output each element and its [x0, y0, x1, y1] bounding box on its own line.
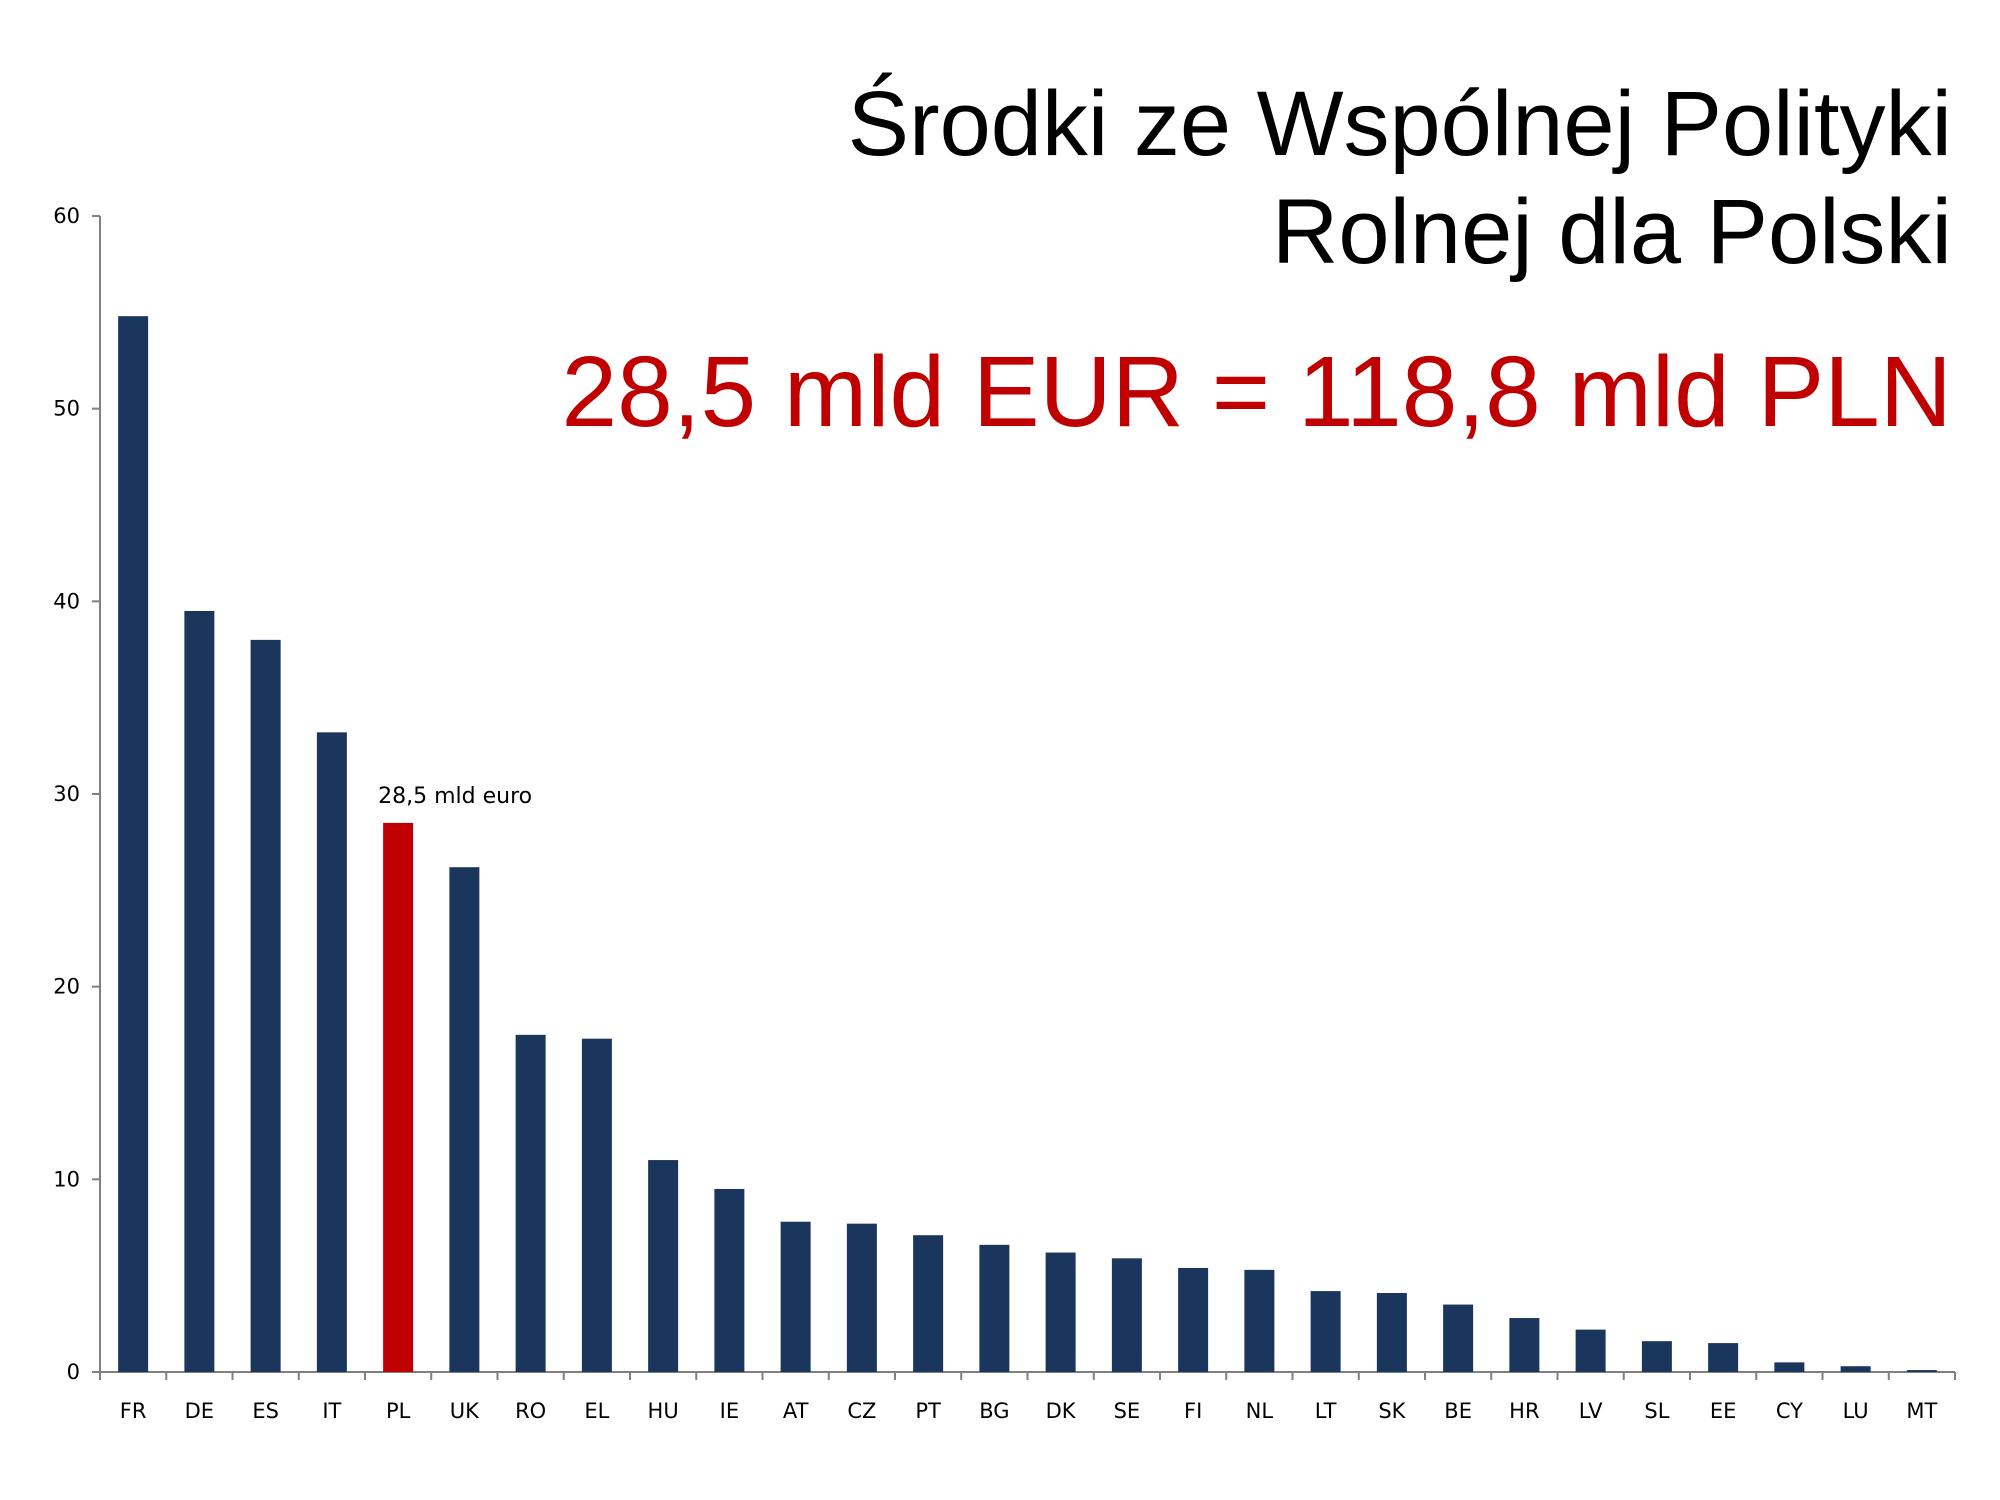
x-tick-label-hr: HR	[1509, 1399, 1539, 1423]
bar-mt	[1906, 1370, 1937, 1372]
category-labels: FR DE ES IT PL UK RO EL HU IE AT CZ PT BG DK SE FI NL LT SK…	[120, 1399, 1938, 1423]
y-axis: 0 10 20 30 40 50 60	[53, 204, 101, 1384]
bar-lv	[1575, 1329, 1606, 1372]
bar-uk	[449, 867, 480, 1372]
bars	[118, 316, 1937, 1373]
bar-fi	[1178, 1267, 1209, 1372]
x-tick-label-fi: FI	[1184, 1399, 1202, 1423]
bar-bg	[979, 1244, 1010, 1372]
bar-ro	[515, 1034, 546, 1372]
bar-sl	[1641, 1341, 1672, 1372]
annotations: 28,5 mld euro	[378, 784, 532, 809]
y-tick-label: 20	[53, 975, 80, 999]
x-tick-label-mt: MT	[1906, 1399, 1937, 1423]
y-tick-label: 0	[67, 1360, 80, 1384]
bar-cy	[1774, 1362, 1805, 1372]
y-tick-label: 10	[53, 1167, 80, 1191]
x-tick-label-cz: CZ	[847, 1399, 876, 1423]
bar-hu	[648, 1160, 679, 1372]
bar-it	[316, 732, 347, 1372]
chart-subtitle: 28,5 mld EUR = 118,8 mld PLN	[561, 336, 1952, 448]
bar-nl	[1244, 1269, 1275, 1372]
x-tick-label-fr: FR	[120, 1399, 147, 1423]
bar-lt	[1310, 1291, 1341, 1372]
x-tick-label-at: AT	[783, 1399, 809, 1423]
bar-dk	[1045, 1252, 1076, 1372]
chart-title: Środki ze Wspólnej Polityki Rolnej dla P…	[848, 70, 1952, 286]
x-tick-label-sl: SL	[1644, 1399, 1669, 1423]
bar-se	[1111, 1258, 1142, 1372]
y-tick-label: 50	[53, 397, 80, 421]
bar-at	[780, 1221, 811, 1372]
bar-de	[184, 610, 215, 1372]
x-tick-label-ro: RO	[515, 1399, 546, 1423]
x-tick-label-pt: PT	[915, 1399, 941, 1423]
x-tick-label-ee: EE	[1710, 1399, 1737, 1423]
x-tick-label-hu: HU	[648, 1399, 679, 1423]
x-tick-label-lu: LU	[1843, 1399, 1869, 1423]
bar-ee	[1708, 1343, 1739, 1372]
title-line-1: Środki ze Wspólnej Polityki	[847, 73, 1952, 175]
x-tick-label-bg: BG	[979, 1399, 1009, 1423]
x-tick-label-lt: LT	[1315, 1399, 1337, 1423]
x-tick-label-it: IT	[322, 1399, 341, 1423]
x-tick-label-es: ES	[252, 1399, 279, 1423]
x-tick-label-lv: LV	[1579, 1399, 1603, 1423]
x-tick-label-sk: SK	[1378, 1399, 1406, 1423]
bar-be	[1443, 1304, 1474, 1372]
x-tick-label-uk: UK	[450, 1399, 480, 1423]
bar-pt	[913, 1235, 944, 1372]
bar-cz	[846, 1223, 877, 1372]
x-tick-label-dk: DK	[1046, 1399, 1077, 1423]
bar-pl	[383, 822, 414, 1372]
bar-hr	[1509, 1318, 1540, 1372]
bar-sk	[1376, 1293, 1407, 1372]
data-label-pl: 28,5 mld euro	[378, 784, 532, 809]
x-tick-label-nl: NL	[1246, 1399, 1274, 1423]
title-line-2: Rolnej dla Polski	[1271, 181, 1952, 283]
x-tick-label-ie: IE	[720, 1399, 739, 1423]
bar-fr	[118, 316, 149, 1373]
y-tick-label: 60	[53, 204, 80, 228]
y-tick-label: 40	[53, 589, 80, 613]
x-tick-label-be: BE	[1444, 1399, 1472, 1423]
y-tick-label: 30	[53, 782, 80, 806]
bar-lu	[1840, 1366, 1871, 1372]
x-tick-label-cy: CY	[1776, 1399, 1803, 1423]
x-tick-label-pl: PL	[386, 1399, 411, 1423]
bar-el	[581, 1038, 612, 1372]
bar-ie	[714, 1188, 745, 1372]
bar-es	[250, 639, 281, 1372]
x-tick-label-el: EL	[584, 1399, 609, 1423]
x-tick-label-de: DE	[185, 1399, 214, 1423]
x-axis	[99, 1371, 1956, 1380]
x-tick-label-se: SE	[1114, 1399, 1141, 1423]
